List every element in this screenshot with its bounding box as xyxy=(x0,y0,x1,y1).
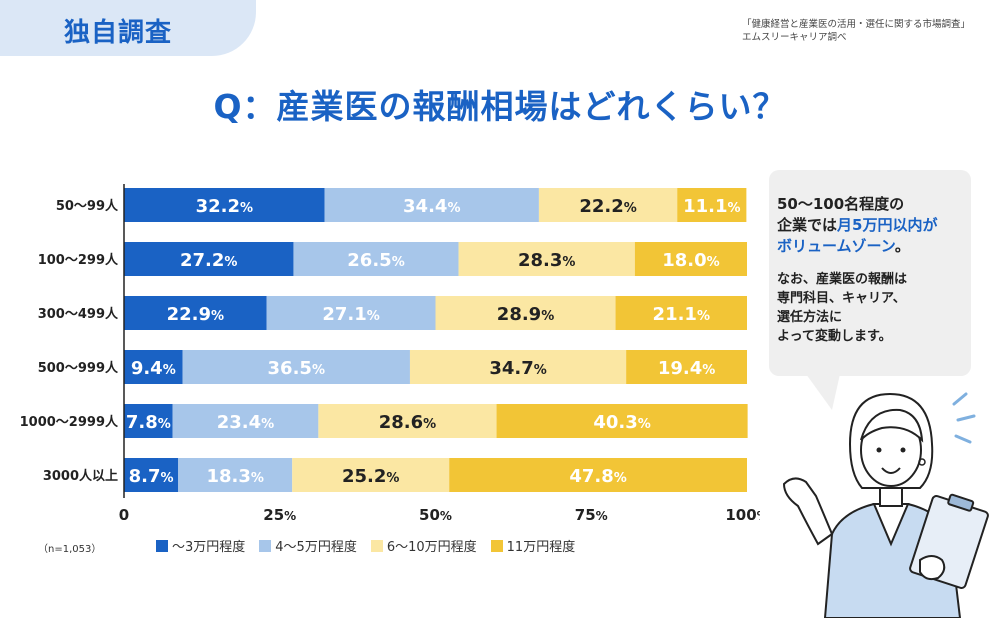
bar-segment xyxy=(172,404,319,438)
sample-size-note: （n=1,053） xyxy=(38,544,102,555)
bar-segment xyxy=(677,188,747,222)
x-tick-label: 100% xyxy=(725,506,760,520)
callout-body-line3: 選任方法に xyxy=(777,310,843,325)
x-tick-label: 0 xyxy=(119,506,129,520)
bar-segment xyxy=(318,404,497,438)
bar-segment xyxy=(449,458,747,492)
bar-segment xyxy=(634,242,747,276)
data-label: 11.1% xyxy=(683,196,740,217)
data-label: 7.8% xyxy=(126,412,171,433)
data-label: 47.8% xyxy=(569,466,626,487)
callout-highlight-1: 月5万円以内が xyxy=(837,216,938,234)
category-label: 1000〜2999人 xyxy=(20,414,119,430)
data-label: 18.0% xyxy=(662,250,719,271)
bar-segment xyxy=(496,404,748,438)
callout-body: なお、産業医の報酬は 専門科目、キャリア、 選任方法に よって変動します。 xyxy=(777,270,967,346)
data-label: 26.5% xyxy=(347,250,404,271)
bar-segment xyxy=(293,242,459,276)
category-label: 100〜299人 xyxy=(38,252,119,268)
data-label: 8.7% xyxy=(129,466,174,487)
bar-segment xyxy=(292,458,450,492)
callout-headline: 50〜100名程度の 企業では月5万円以内が ボリュームゾーン。 xyxy=(777,194,967,257)
category-label: 300〜499人 xyxy=(38,306,119,322)
category-label: 50〜99人 xyxy=(56,198,119,214)
bar-segment xyxy=(124,296,267,330)
data-label: 28.9% xyxy=(497,304,554,325)
category-label: 3000人以上 xyxy=(43,468,118,484)
chart-legend: 〜3万円程度 4〜5万円程度 6〜10万円程度 11万円程度 xyxy=(156,536,575,555)
speech-bubble-tail xyxy=(806,374,840,410)
data-label: 27.1% xyxy=(322,304,379,325)
data-label: 40.3% xyxy=(593,412,650,433)
data-label: 25.2% xyxy=(342,466,399,487)
bar-segment xyxy=(266,296,436,330)
x-tick-label: 50% xyxy=(419,506,452,520)
source-line-1: 「健康経営と産業医の活用・選任に関する市場調査」 xyxy=(741,19,970,30)
data-label: 22.9% xyxy=(167,304,224,325)
bar-segment xyxy=(615,296,747,330)
callout-head-part1: 50〜100名程度の xyxy=(777,195,905,213)
data-label: 27.2% xyxy=(180,250,237,271)
stacked-bar-chart: 50〜99人 32.2% 34.4% 22.2% 11.1% 100〜299人 27.2% 2… xyxy=(20,184,760,520)
legend-label: 6〜10万円程度 xyxy=(386,540,477,555)
legend-item: 〜3万円程度 xyxy=(156,536,245,555)
survey-badge: 独自調査 xyxy=(64,18,173,48)
bar-segment xyxy=(124,350,183,384)
legend-label: 4〜5万円程度 xyxy=(275,540,357,555)
legend-label: 〜3万円程度 xyxy=(172,540,246,555)
data-label: 34.4% xyxy=(403,196,460,217)
legend-item: 11万円程度 xyxy=(490,536,576,555)
data-label: 19.4% xyxy=(658,358,715,379)
legend-swatch xyxy=(370,539,383,552)
callout-highlight-2: ボリュームゾーン xyxy=(777,237,895,255)
category-label: 500〜999人 xyxy=(38,360,119,376)
bar-segment xyxy=(178,458,293,492)
data-label: 9.4% xyxy=(131,358,176,379)
bar-segment xyxy=(435,296,616,330)
bar-segment xyxy=(626,350,747,384)
bar-segment xyxy=(124,458,179,492)
bar-segment xyxy=(409,350,627,384)
bar-segment xyxy=(124,242,294,276)
bar-segment xyxy=(458,242,635,276)
data-label: 23.4% xyxy=(217,412,274,433)
legend-swatch xyxy=(490,539,503,552)
bar-segment xyxy=(182,350,410,384)
data-label: 32.2% xyxy=(196,196,253,217)
legend-swatch xyxy=(156,539,168,552)
callout-body-line4: よって変動します。 xyxy=(777,329,892,344)
data-label: 34.7% xyxy=(489,358,546,379)
x-tick-label: 25% xyxy=(263,506,296,520)
callout-body-line2: 専門科目、キャリア、 xyxy=(777,291,906,306)
data-label: 28.3% xyxy=(518,250,575,271)
source-line-2: エムスリーキャリア調べ xyxy=(741,32,847,43)
data-label: 21.1% xyxy=(653,304,710,325)
header-tab xyxy=(0,0,256,56)
callout-body-line1: なお、産業医の報酬は xyxy=(777,272,908,287)
callout-head-end: 。 xyxy=(894,237,910,255)
x-tick-label: 75% xyxy=(575,506,608,520)
bar-segment xyxy=(538,188,678,222)
speech-bubble xyxy=(769,170,971,376)
data-label: 18.3% xyxy=(206,466,263,487)
legend-label: 11万円程度 xyxy=(506,540,576,555)
callout-head-part2: 企業では xyxy=(777,216,838,234)
data-label: 22.2% xyxy=(579,196,636,217)
bar-segment xyxy=(324,188,539,222)
presenter-illustration xyxy=(782,392,989,618)
source-note: 「健康経営と産業医の活用・選任に関する市場調査」 エムスリーキャリア調べ xyxy=(742,18,970,44)
question-title: Q：産業医の報酬相場はどれくらい？ xyxy=(213,87,787,126)
bar-segment xyxy=(124,188,325,222)
data-label: 28.6% xyxy=(379,412,436,433)
legend-item: 4〜5万円程度 xyxy=(259,536,357,555)
bar-segment xyxy=(124,404,173,438)
legend-item: 6〜10万円程度 xyxy=(370,536,477,555)
data-label: 36.5% xyxy=(268,358,325,379)
sparkle-icon xyxy=(952,392,976,444)
legend-swatch xyxy=(259,539,272,552)
